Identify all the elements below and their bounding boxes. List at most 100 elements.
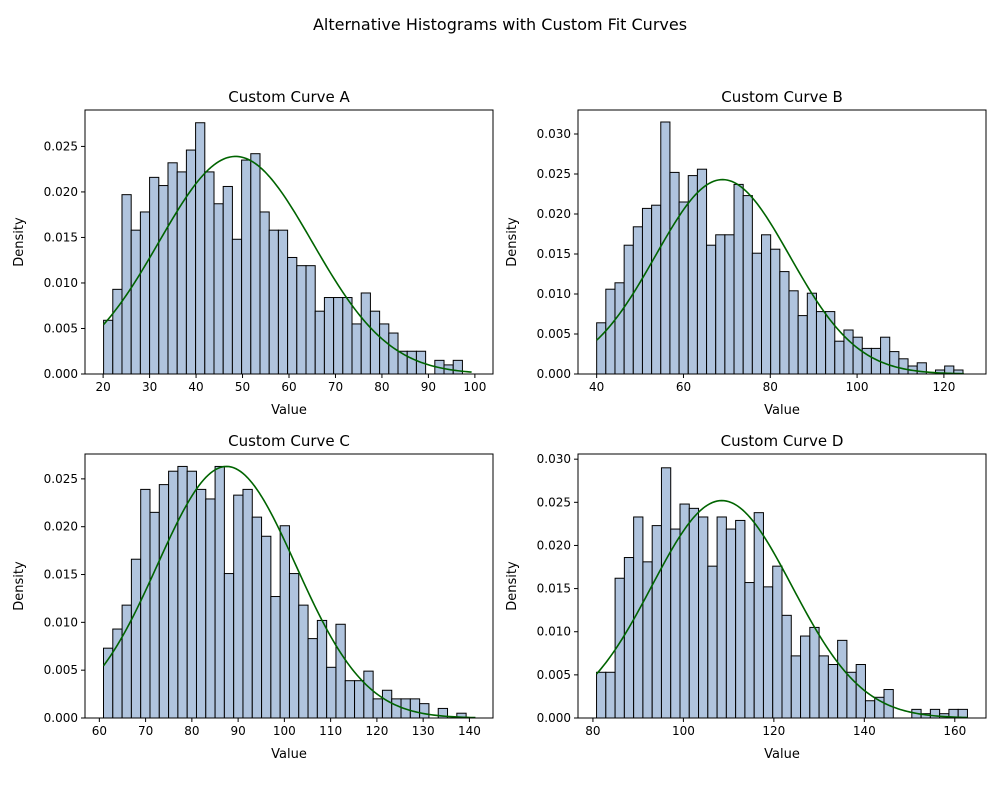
histogram-bar [744,582,755,719]
histogram-bar [772,565,783,719]
x-tick-label: 60 [92,724,107,738]
histogram-bar [707,565,718,719]
histogram-bar [660,467,672,719]
histogram-bar [149,511,160,719]
histogram-bar [139,211,151,375]
x-tick-label: 120 [762,724,785,738]
histogram-bar [678,201,689,375]
histogram-bar [323,297,335,375]
histogram-bar [231,238,243,375]
histogram-bar [177,465,188,719]
y-tick-label: 0.015 [44,568,78,582]
histogram-bar [790,655,802,719]
x-tick-label: 120 [365,724,388,738]
x-tick-label: 40 [589,380,604,394]
histogram-bar [279,525,290,719]
histogram-bar [614,282,625,375]
x-tick-label: 50 [235,380,250,394]
histogram-bar [335,623,346,719]
x-tick-label: 120 [932,380,955,394]
histogram-bar [815,311,827,375]
histogram-bar [186,470,197,719]
histogram-bar [261,535,272,719]
histogram-bar [641,207,653,375]
fit-curve [595,499,968,719]
x-tick-label: 80 [374,380,389,394]
y-tick-label: 0.015 [44,230,78,244]
x-tick-label: 140 [458,724,481,738]
histogram-bar [381,689,393,719]
y-tick-label: 0.020 [537,207,571,221]
histogram-bar [222,185,233,375]
histogram-bar [596,671,607,719]
y-tick-label: 0.015 [537,247,571,261]
y-axis-label: Density [505,217,520,267]
x-tick-label: 140 [853,724,876,738]
histogram-bar [391,698,402,719]
y-tick-label: 0.005 [44,663,78,677]
histogram-bar [360,292,371,375]
histogram-bar [669,171,680,375]
subplot-title: Custom Curve C [228,432,350,450]
y-tick-label: 0.020 [44,520,78,534]
histogram-bar [241,159,252,375]
histogram-bar [632,226,643,375]
y-tick-label: 0.005 [537,327,571,341]
x-tick-label: 110 [319,724,342,738]
histogram-bar [880,336,891,375]
histogram-bar [158,185,169,375]
histogram-bar [195,122,206,375]
histogram-bar [716,516,727,719]
histogram-bar [316,619,328,719]
y-tick-label: 0.025 [537,495,571,509]
y-tick-label: 0.010 [44,276,78,290]
x-axis-label: Value [764,747,800,762]
histogram-bar [605,671,616,719]
x-tick-label: 80 [585,724,600,738]
histogram-bar [176,171,187,375]
y-tick-label: 0.000 [44,367,78,381]
histogram-bar [158,484,170,719]
histogram-bar [660,121,671,375]
histogram-bar [419,703,430,719]
histogram-bar [333,297,344,375]
histogram-bar [342,297,353,375]
x-tick-label: 80 [763,380,778,394]
axes-frame [577,453,987,719]
axes-frame [577,109,987,375]
histogram-bar [698,516,709,719]
histogram-bar [605,288,616,375]
histogram-bar [452,359,463,375]
histogram-bar [733,183,744,375]
y-tick-label: 0.010 [44,615,78,629]
subplot-4: 80 100 120 140 160 0.000 0.005 0.010 0.015 0.020 0… [505,432,987,762]
x-tick-label: 40 [188,380,203,394]
x-tick-label: 60 [281,380,296,394]
histogram-bar [298,604,309,719]
histogram-bar [679,503,690,719]
histogram-bar [779,271,790,375]
histogram-bar [809,626,820,719]
histogram-bar [270,596,281,719]
histogram-bar [827,664,839,719]
histogram-bar [688,507,700,719]
subplot-2: 40 60 80 100 120 0.000 0.005 0.010 0.015 0.020 0.0… [505,88,987,418]
subplot-3: 60 70 80 90 100 110 120 130 140 0.000 0.005 0.010 0.… [12,432,494,762]
histogram-bar [724,234,735,375]
histogram-bar [800,635,811,719]
histogram-bar [307,638,318,719]
histogram-bar [864,700,876,719]
histogram-bar [725,528,737,719]
axes-frame [84,453,494,719]
histogram-bar [696,168,708,375]
histogram-bar [233,494,244,719]
y-tick-label: 0.025 [44,472,78,486]
histogram-bar [806,292,817,375]
x-tick-label: 80 [184,724,199,738]
y-axis-label: Density [505,561,520,611]
x-axis-label: Value [764,403,800,418]
histogram-bar [214,465,225,719]
subplot-title: Custom Curve A [228,88,350,106]
histogram-bar [167,162,178,375]
